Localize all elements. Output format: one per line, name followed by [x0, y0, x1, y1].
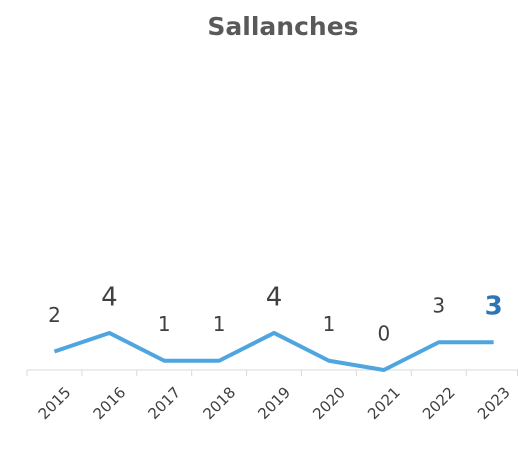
x-tick-label: 2023: [474, 383, 514, 423]
data-label: 1: [323, 312, 336, 336]
x-tick-label: 2019: [254, 383, 294, 423]
data-label: 3: [485, 292, 503, 322]
x-tick-label: 2022: [419, 383, 459, 423]
data-label: 3: [432, 294, 445, 318]
x-tick-label: 2017: [145, 383, 185, 423]
data-label: 4: [266, 282, 283, 312]
data-label: 4: [101, 282, 118, 312]
line: [53, 330, 494, 372]
data-label: 1: [158, 312, 171, 336]
x-tick-label: 2016: [90, 383, 130, 423]
x-tick-label: 2018: [199, 383, 239, 423]
data-label: 0: [377, 322, 390, 346]
data-label: 2: [48, 303, 61, 327]
x-tick-label: 2021: [364, 383, 404, 423]
chart-title: Sallanches: [207, 12, 358, 41]
x-tick-label: 2020: [309, 383, 349, 423]
data-label: 1: [213, 312, 226, 336]
x-tick-label: 2015: [35, 383, 75, 423]
